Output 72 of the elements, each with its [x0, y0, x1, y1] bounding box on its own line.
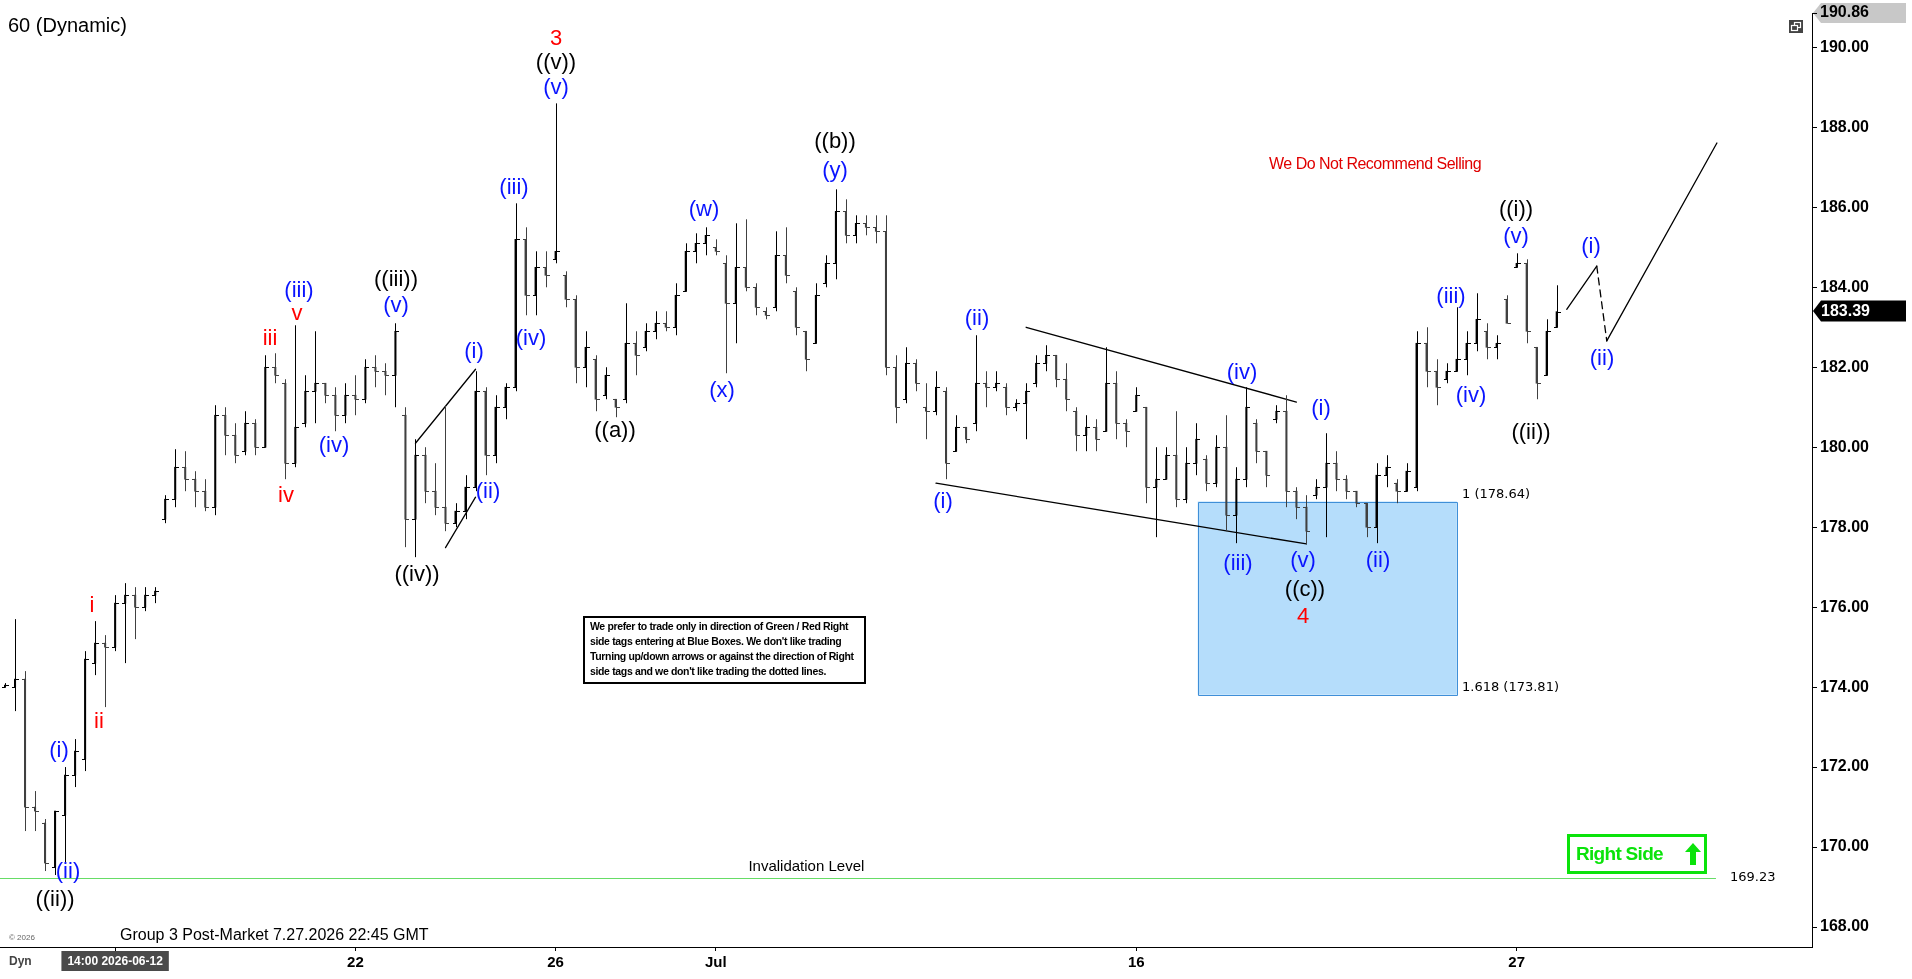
annotation: ((i))	[1498, 196, 1534, 222]
annotation: (ii)	[55, 858, 81, 884]
y-tick-label: 168.00	[1820, 917, 1870, 935]
chart-title: 60 (Dynamic)	[8, 13, 127, 37]
annotation: (iv)	[1226, 359, 1258, 385]
annotation: ii	[94, 708, 104, 734]
annotation: ((v))	[535, 49, 577, 75]
annotation: (i)	[1581, 233, 1601, 259]
annotation: (ii)	[964, 305, 990, 331]
y-tick-label: 182.00	[1820, 357, 1870, 375]
annotation: (iv)	[1455, 382, 1487, 408]
annotation: 3	[549, 25, 563, 51]
annotation: (iii)	[499, 174, 529, 200]
annotation: (i)	[933, 488, 953, 514]
x-tick-label: 22	[347, 953, 364, 971]
y-tick-label: 172.00	[1820, 757, 1870, 775]
x-tick-label: Jul	[704, 953, 727, 971]
annotation: (v)	[1290, 547, 1316, 573]
annotation: (i)	[49, 737, 69, 763]
annotation: (iii)	[284, 277, 314, 303]
annotation: (v)	[1503, 223, 1529, 249]
annotation: © 2026	[9, 933, 35, 943]
annotation: (iv)	[515, 325, 547, 351]
x-tick-label: 16	[1127, 953, 1145, 971]
annotation: (i)	[464, 338, 484, 364]
annotation: We prefer to trade only in direction of Green / Red Right side tags entering at Blue Boxes. We don't like trading Turning up/down arrows or against the direction of Right side tags and we don't like trading the dotted lines.	[590, 619, 855, 679]
annotation: (ii)	[475, 478, 501, 504]
y-tick-label: 180.00	[1820, 437, 1870, 455]
annotation: (ii)	[1365, 547, 1391, 573]
annotation: 169.23	[1730, 869, 1776, 885]
x-tick-label: 14:00 2026-06-12	[67, 953, 164, 968]
annotation: (v)	[543, 74, 569, 100]
y-tick-label: 170.00	[1820, 837, 1870, 855]
y-tick-label: 178.00	[1820, 517, 1870, 535]
annotation: (ii)	[1589, 345, 1615, 371]
annotation: 4	[1296, 603, 1310, 629]
annotation: 1 (178.64)	[1462, 486, 1531, 501]
annotation: (x)	[709, 377, 735, 403]
annotation: We Do Not Recommend Selling	[1269, 154, 1482, 174]
annotation: (v)	[383, 292, 409, 318]
ref-line-label: Invalidation Level	[748, 856, 865, 874]
annotation: (i)	[1311, 395, 1331, 421]
y-tick-label: 190.00	[1820, 37, 1870, 55]
annotation: v	[291, 300, 303, 326]
annotation: ((b))	[814, 128, 856, 154]
annotation: (w)	[688, 196, 720, 222]
annotation: iv	[278, 482, 294, 508]
y-tick-label: 184.00	[1820, 277, 1870, 295]
x-tick-label: 26	[547, 953, 564, 971]
text: Dyn	[9, 954, 32, 968]
annotation: (y)	[822, 157, 848, 183]
annotation: ((c))	[1284, 576, 1326, 602]
y-tick-label: 174.00	[1820, 677, 1870, 695]
annotation: (iv)	[318, 432, 350, 458]
annotation: ((ii))	[1511, 419, 1551, 445]
y-tick-label: 186.00	[1820, 197, 1870, 215]
annotation: ((iii))	[374, 266, 418, 292]
annotation: iii	[262, 325, 278, 351]
annotation: Right Side	[1576, 842, 1663, 866]
annotation: (iii)	[1436, 283, 1466, 309]
annotation: Group 3 Post-Market 7.27.2026 22:45 GMT	[120, 926, 429, 944]
x-tick-label: 27	[1508, 953, 1526, 971]
annotation: (iii)	[1223, 550, 1253, 576]
annotation: ((a))	[594, 417, 636, 443]
y-tick-label: 190.86	[1820, 3, 1870, 21]
annotation: ((ii))	[35, 886, 75, 912]
y-tick-label: 176.00	[1820, 597, 1870, 615]
text: 183.39	[1821, 302, 1871, 320]
annotation: ((iv))	[394, 561, 440, 587]
annotation: 1.618 (173.81)	[1462, 679, 1559, 694]
y-tick-label: 188.00	[1820, 117, 1870, 135]
annotation: i	[89, 592, 95, 618]
